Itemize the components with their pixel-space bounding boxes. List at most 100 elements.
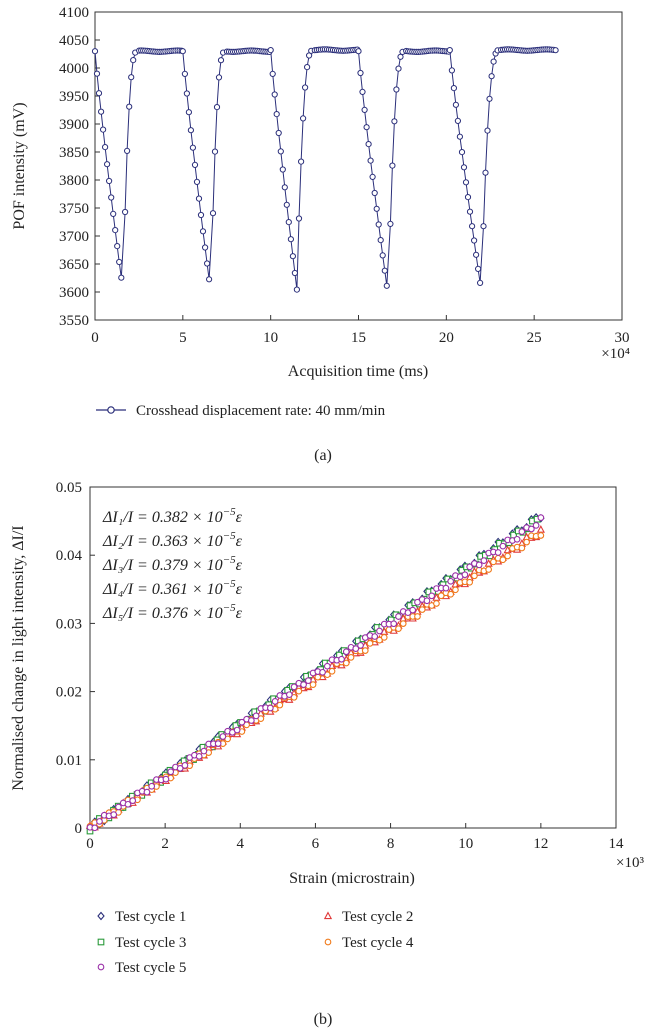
data-point [122, 208, 129, 216]
data-point [214, 740, 222, 747]
data-point [283, 201, 290, 208]
data-point [366, 640, 374, 647]
legend-label: Test cycle 2 [342, 909, 413, 925]
data-point [357, 642, 364, 649]
data-point [371, 189, 378, 197]
data-point [193, 178, 201, 185]
data-point [304, 64, 311, 71]
data-point [499, 542, 507, 550]
data-point [91, 48, 99, 55]
data-point [375, 221, 382, 228]
data-point [108, 194, 115, 201]
data-point [513, 535, 521, 543]
data-point [114, 243, 121, 250]
plot-frame-b [89, 486, 617, 829]
data-point [387, 220, 394, 227]
legend-marker [324, 938, 332, 946]
data-point [181, 762, 189, 769]
data-point [285, 219, 292, 226]
data-point [124, 147, 131, 154]
data-point [143, 788, 151, 796]
x-axis-label-b: Strain (microstrain) [289, 870, 415, 887]
series-line [94, 48, 556, 290]
data-point [285, 691, 293, 699]
data-point [504, 552, 511, 560]
data-point [361, 647, 369, 654]
data-point [456, 133, 463, 140]
data-point [528, 525, 535, 533]
data-point [289, 253, 296, 260]
data-point [490, 58, 497, 65]
data-point [458, 149, 466, 156]
data-point [211, 148, 219, 155]
data-point [347, 654, 355, 661]
data-point [116, 258, 123, 266]
y-axis-label-b: Normalised change in light intensity, ΔI… [10, 525, 27, 790]
legend-label: Test cycle 1 [115, 909, 186, 925]
data-point [477, 279, 484, 286]
y-tick-label: 3950 [59, 89, 89, 105]
data-point [276, 701, 284, 709]
data-point [381, 267, 388, 274]
data-point [238, 718, 246, 726]
data-point [179, 48, 186, 55]
data-series-a [91, 46, 559, 293]
data-point [200, 747, 208, 755]
data-point [300, 681, 307, 688]
x-axis-label-a: Acquisition time (ms) [288, 363, 428, 380]
data-point [195, 195, 203, 202]
axis-ticks-a: 0 5 10 15 20 25 30 3550 3600 3650 3700 3750 3800 3850… [59, 5, 630, 346]
data-point [267, 47, 274, 54]
y-tick-label: 4050 [59, 33, 89, 49]
x-tick-label: 20 [439, 330, 454, 346]
data-point [96, 818, 103, 825]
data-point [363, 124, 370, 131]
x-tick-label: 10 [458, 836, 473, 852]
data-point [102, 144, 109, 151]
legend-label-a: Crosshead displacement rate: 40 mm/min [136, 403, 386, 419]
legend-a: Crosshead displacement rate: 40 mm/min [96, 403, 386, 419]
data-point [552, 47, 559, 54]
data-point [486, 95, 493, 102]
data-point [271, 91, 278, 98]
data-point [442, 584, 450, 592]
data-point [115, 803, 122, 811]
data-point [395, 625, 402, 633]
data-point [437, 592, 445, 600]
data-point [295, 215, 303, 222]
data-point [458, 566, 466, 574]
data-point [257, 715, 265, 723]
data-point [185, 109, 192, 116]
data-point [191, 161, 199, 168]
data-point [328, 667, 336, 675]
data-point [473, 251, 480, 258]
x-tick-label: 8 [387, 836, 395, 852]
legend-marker [323, 911, 333, 920]
data-point [414, 613, 421, 620]
x-tick-label: 25 [527, 330, 542, 346]
legend-label: Test cycle 3 [115, 935, 186, 951]
data-point [323, 662, 331, 670]
data-point [471, 237, 478, 244]
data-point [187, 127, 194, 134]
data-point [219, 733, 227, 740]
data-point [269, 70, 276, 78]
data-point [281, 184, 288, 191]
data-point [428, 592, 436, 600]
y-tick-label: 4100 [59, 5, 89, 21]
data-point [342, 659, 350, 667]
data-point [275, 129, 282, 137]
x-tick-label: 10 [263, 330, 278, 346]
data-point [100, 126, 107, 133]
data-point [475, 265, 482, 272]
data-point [369, 173, 376, 180]
panel-b: 0 2 4 6 8 10 12 14 0 0.01 0.02 0.03 0.04 0.05 ΔI₁/I =… [10, 480, 644, 1028]
data-point [494, 549, 502, 556]
data-point [447, 590, 455, 598]
data-point [466, 563, 474, 571]
data-point [490, 558, 497, 566]
data-point [433, 600, 440, 607]
data-point [338, 655, 345, 663]
data-point [204, 260, 211, 267]
